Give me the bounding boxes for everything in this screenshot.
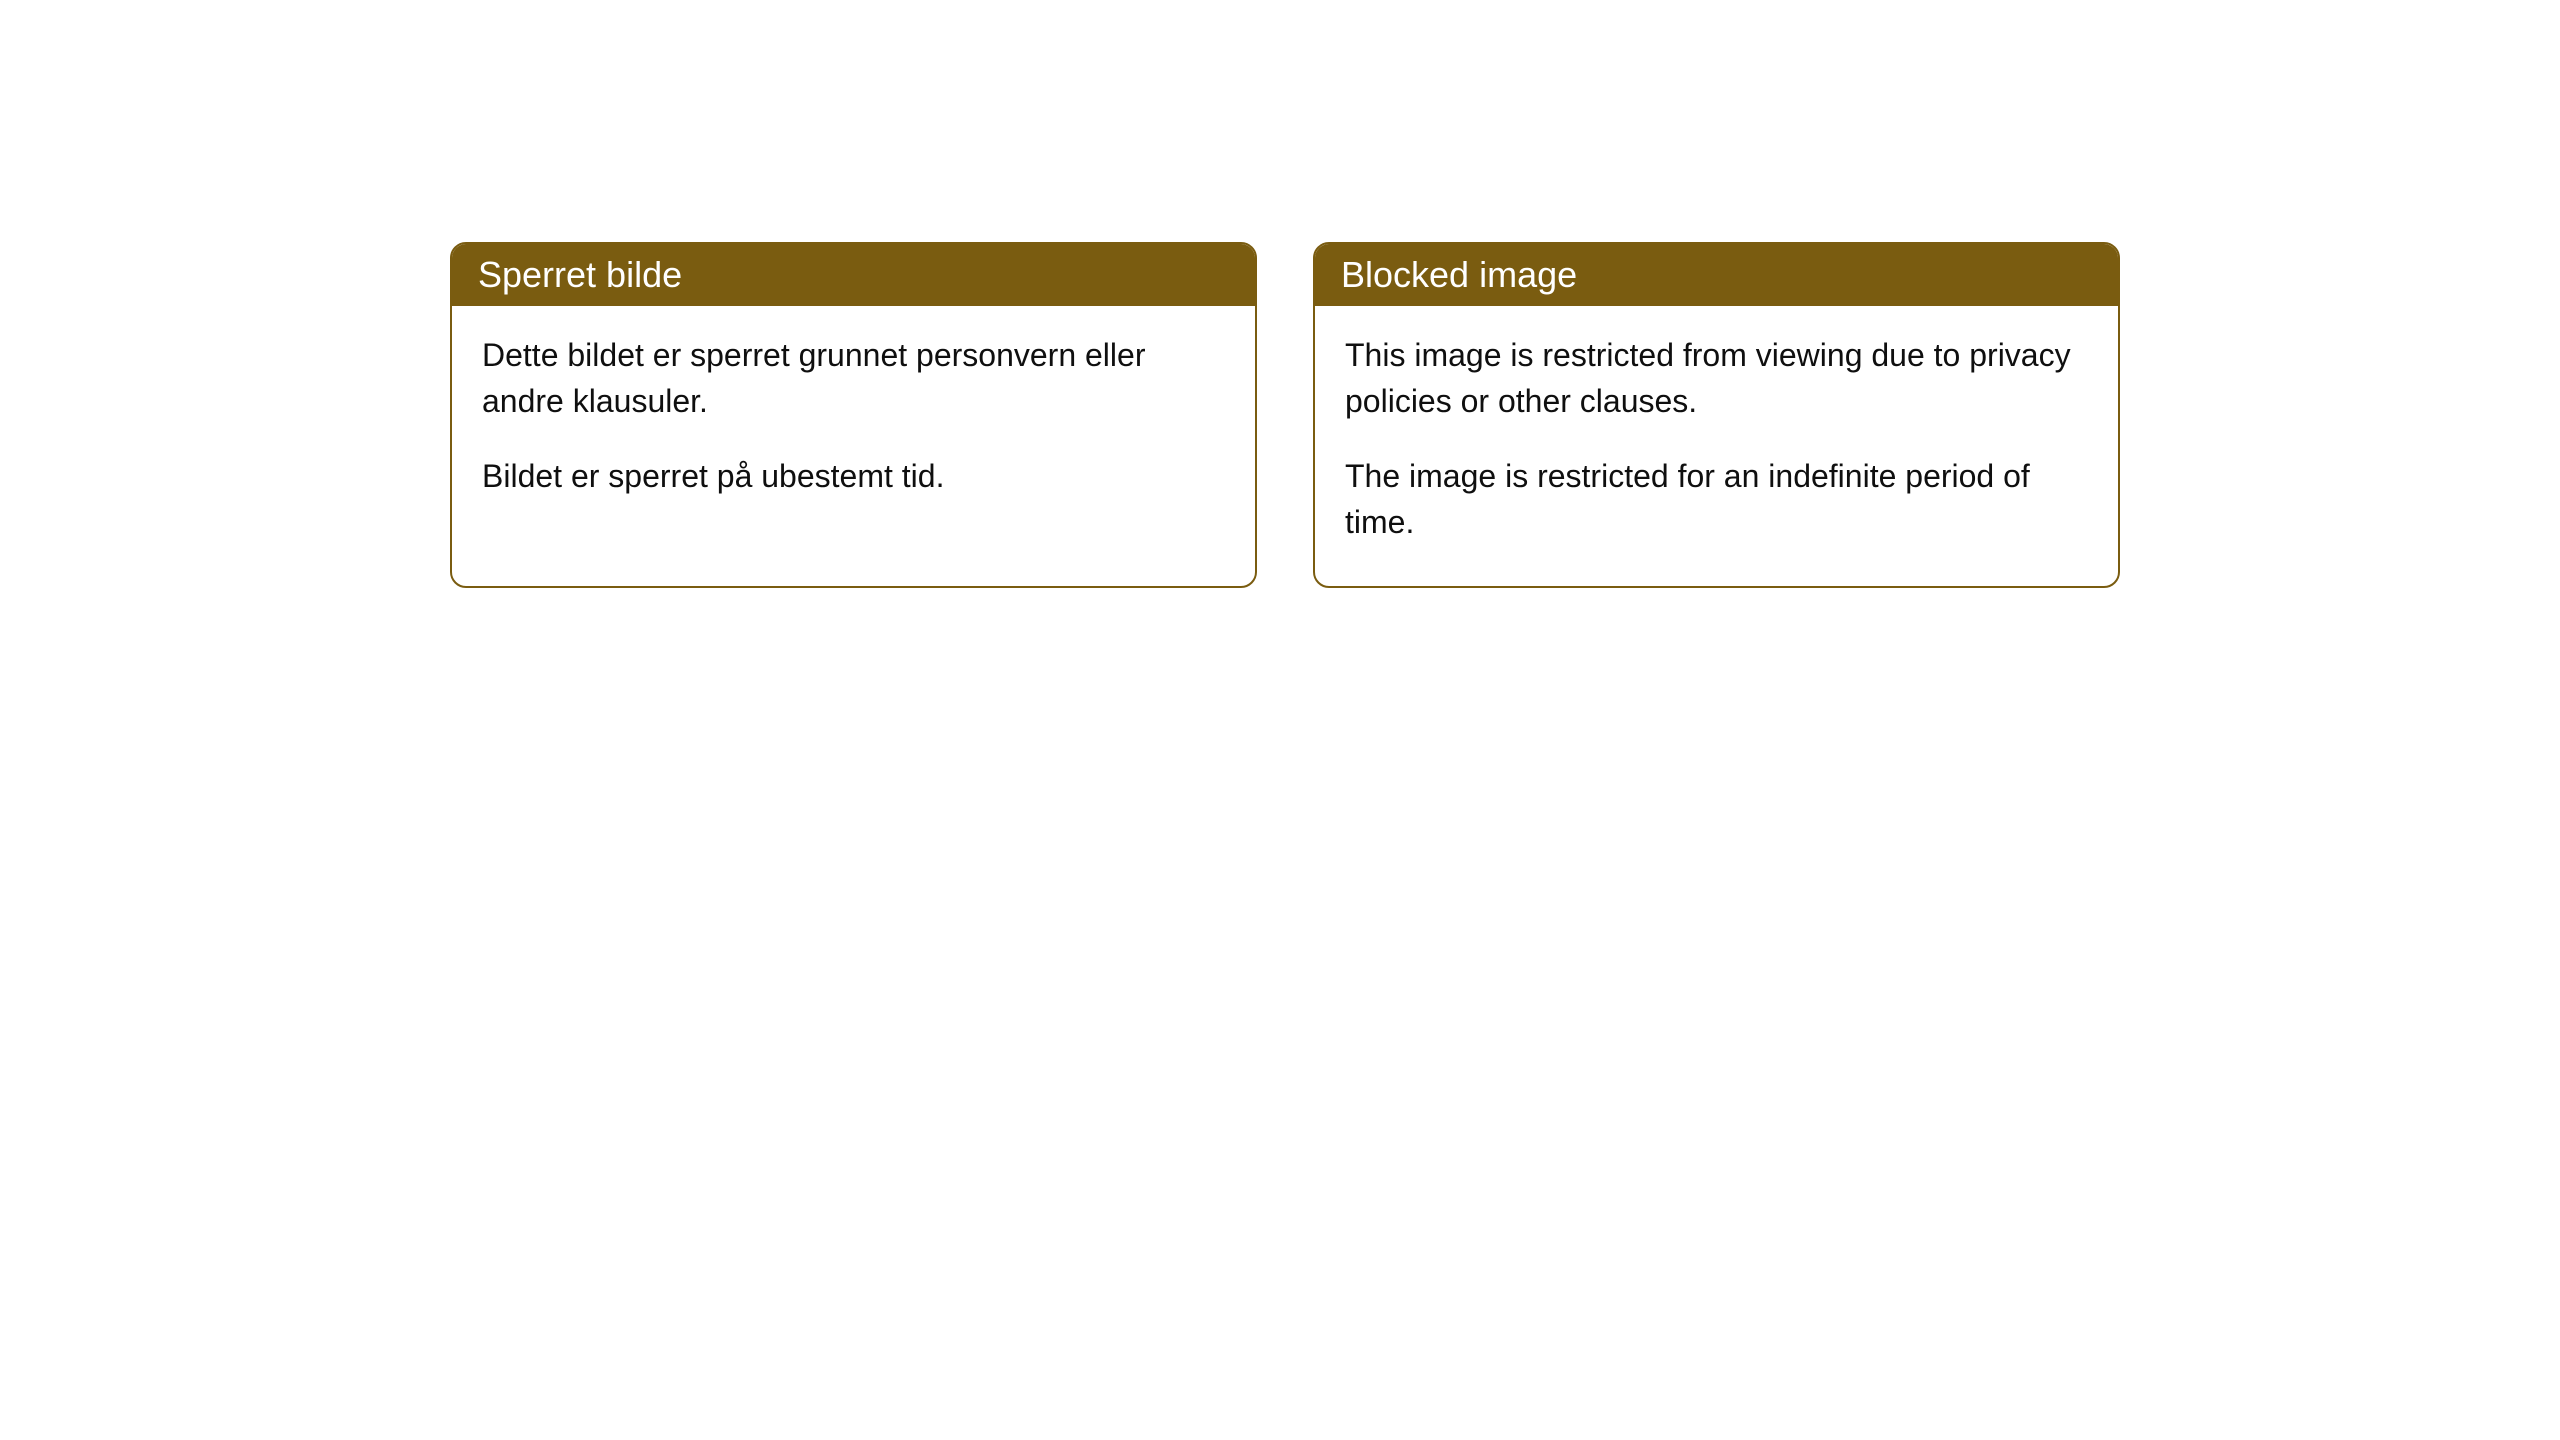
card-paragraph-en-2: The image is restricted for an indefinit… <box>1345 453 2088 546</box>
card-header-en: Blocked image <box>1315 244 2118 306</box>
card-paragraph-no-1: Dette bildet er sperret grunnet personve… <box>482 332 1225 425</box>
card-body-en: This image is restricted from viewing du… <box>1315 306 2118 586</box>
card-paragraph-en-1: This image is restricted from viewing du… <box>1345 332 2088 425</box>
blocked-image-card-no: Sperret bilde Dette bildet er sperret gr… <box>450 242 1257 588</box>
card-paragraph-no-2: Bildet er sperret på ubestemt tid. <box>482 453 1225 499</box>
card-body-no: Dette bildet er sperret grunnet personve… <box>452 306 1255 539</box>
card-title-en: Blocked image <box>1341 254 1577 295</box>
card-header-no: Sperret bilde <box>452 244 1255 306</box>
notice-cards-container: Sperret bilde Dette bildet er sperret gr… <box>450 242 2120 588</box>
card-title-no: Sperret bilde <box>478 254 682 295</box>
blocked-image-card-en: Blocked image This image is restricted f… <box>1313 242 2120 588</box>
